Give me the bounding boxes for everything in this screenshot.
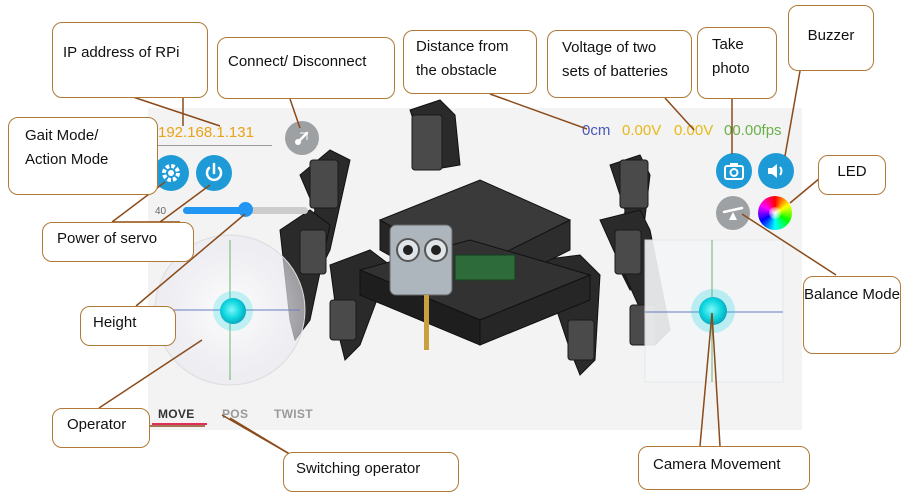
speaker-icon [768, 164, 783, 178]
servo-power-button[interactable] [196, 155, 232, 191]
balance-icon [722, 206, 744, 220]
gait-mode-button[interactable] [153, 155, 189, 191]
buzzer-button[interactable] [758, 153, 794, 189]
callout-connect: Connect/ Disconnect [217, 37, 395, 99]
led-color-button[interactable] [758, 196, 792, 230]
callout-led: LED [818, 155, 886, 195]
callout-height: Height [80, 306, 176, 346]
callout-voltage: Voltage of two sets of batteries [547, 30, 692, 98]
tab-move[interactable]: MOVE [158, 407, 195, 421]
callout-servo: Power of servo [42, 222, 194, 262]
tab-pos[interactable]: POS [222, 407, 249, 421]
voltage-readout-2: 0.00V [674, 122, 714, 139]
height-value: 40 [155, 206, 167, 217]
callout-switching: Switching operator [283, 452, 459, 492]
callout-ip: IP address of RPi [52, 22, 208, 98]
callout-operator: Operator [52, 408, 150, 448]
height-slider-fill [183, 207, 245, 214]
balance-mode-button[interactable] [716, 196, 750, 230]
tab-twist[interactable]: TWIST [274, 407, 313, 421]
right-joystick-knob[interactable] [699, 297, 727, 325]
take-photo-button[interactable] [716, 153, 752, 189]
callout-buzzer: Buzzer [788, 5, 874, 71]
fps-readout: 00.00fps [724, 122, 782, 139]
active-tab-indicator [152, 423, 207, 425]
color-wheel-icon [769, 207, 781, 219]
callout-camera-move: Camera Movement [638, 446, 810, 490]
callout-gait: Gait Mode/ Action Mode [8, 117, 158, 195]
gear-icon [162, 164, 180, 182]
connect-button[interactable] [285, 121, 319, 155]
callout-balance: Balance Mode [803, 276, 901, 354]
power-icon [205, 162, 223, 182]
callout-photo: Take photo [697, 27, 777, 99]
callout-distance: Distance from the obstacle [403, 30, 537, 94]
ip-address-input[interactable]: 192.168.1.131 [158, 124, 272, 146]
height-slider-thumb[interactable] [238, 202, 253, 217]
voltage-readout-1: 0.00V [622, 122, 662, 139]
left-joystick-knob[interactable] [220, 298, 246, 324]
distance-readout: 0cm [582, 122, 611, 139]
link-icon [295, 131, 309, 145]
camera-icon [724, 163, 744, 180]
